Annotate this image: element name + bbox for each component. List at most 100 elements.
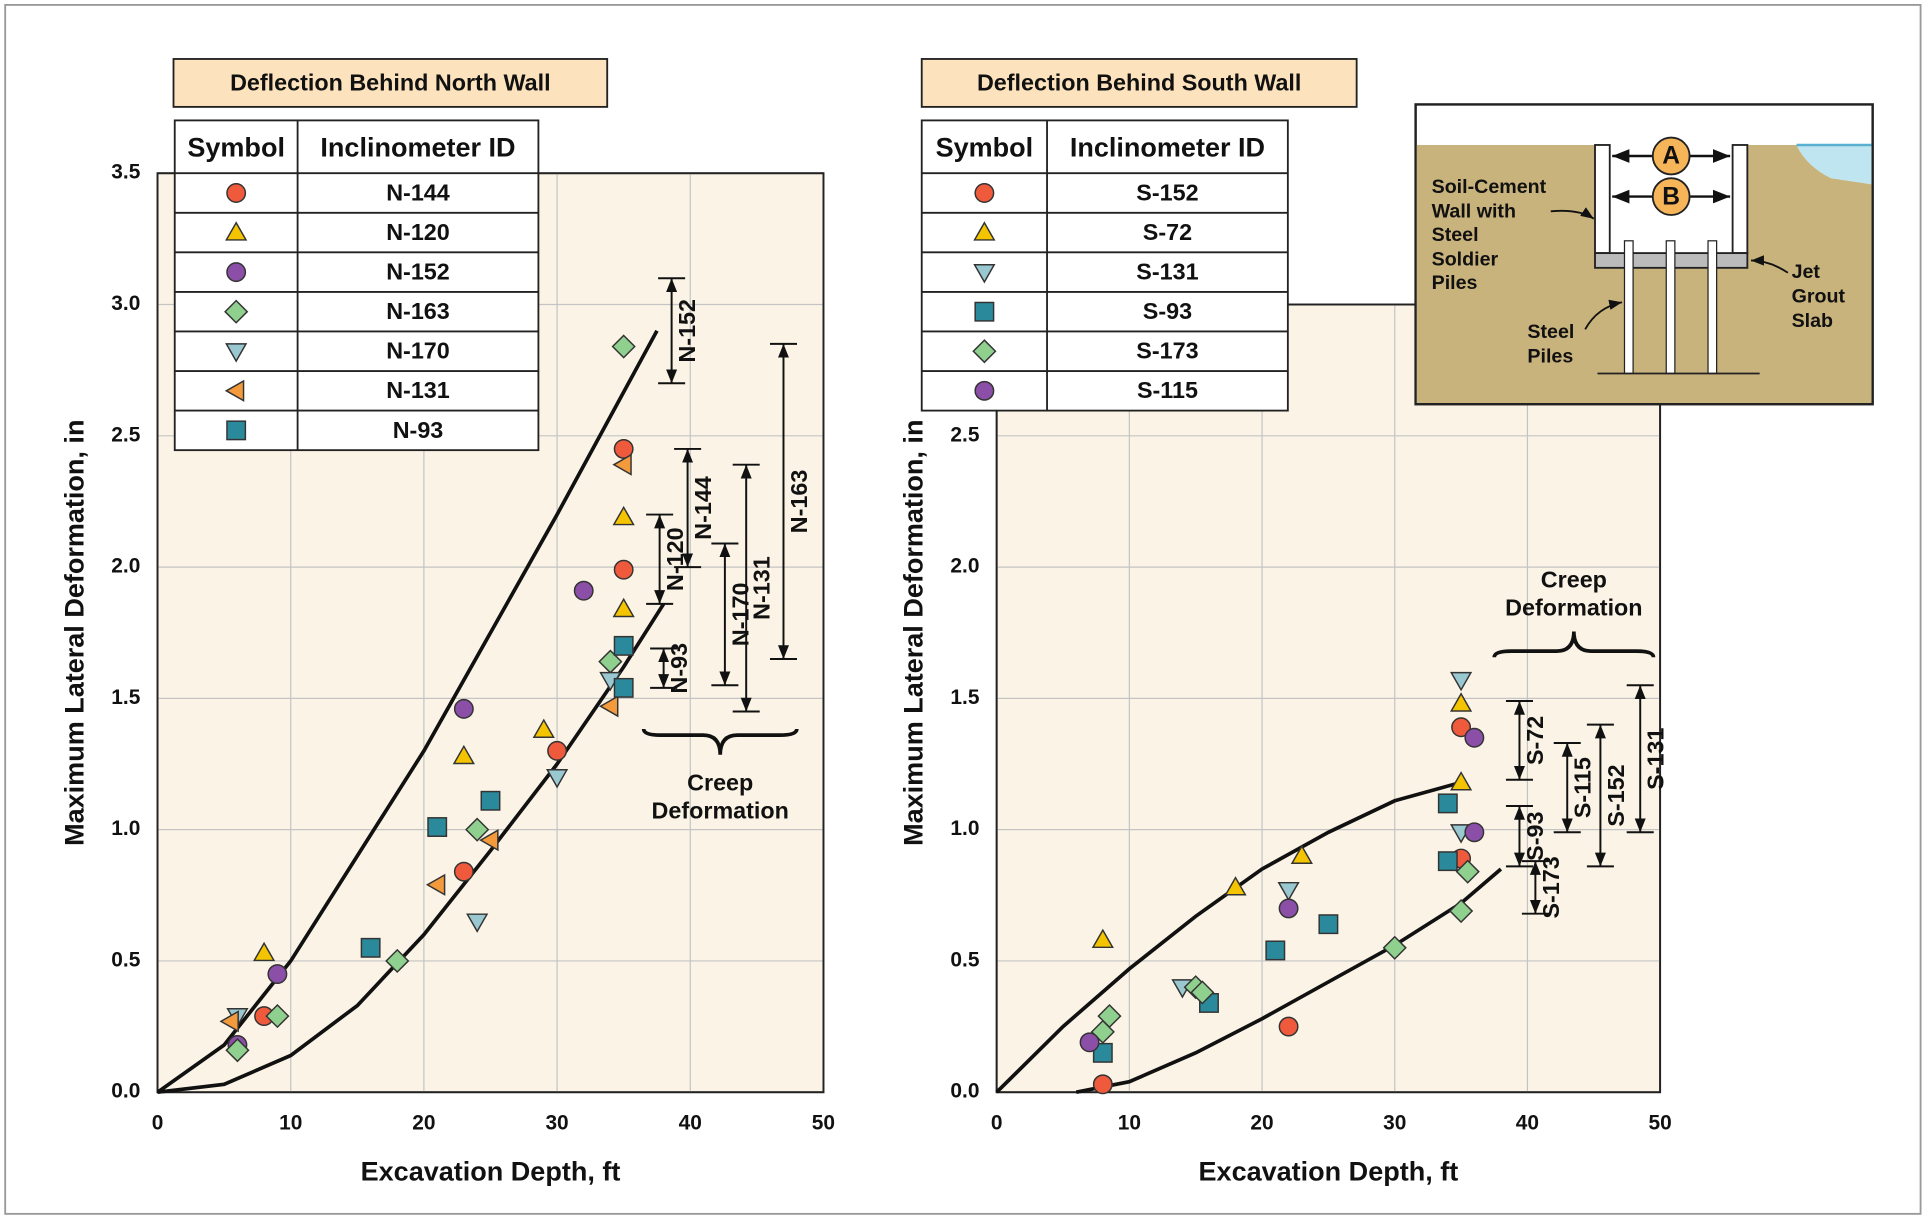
y-tick-label: 3.0 (111, 292, 140, 315)
marker (545, 769, 569, 789)
marker (1451, 717, 1472, 738)
x-tick-label: 50 (1648, 1112, 1671, 1135)
y-tick-label: 1.0 (950, 817, 979, 840)
marker (1190, 980, 1215, 1005)
marker (612, 453, 632, 476)
marker (1091, 928, 1114, 949)
diagram-label: Steel (1432, 224, 1479, 246)
marker (612, 597, 635, 618)
marker (1455, 859, 1480, 884)
label-b: B (1662, 183, 1680, 210)
marker (225, 343, 248, 363)
marker (1278, 898, 1299, 919)
y-tick-label: 0.0 (950, 1080, 979, 1103)
bracket-label: S-131 (1643, 728, 1669, 790)
marker (224, 299, 249, 324)
marker (267, 964, 288, 985)
marker (1097, 1003, 1122, 1029)
trend-curve (157, 602, 666, 1095)
pile (1665, 240, 1676, 375)
soil (1416, 144, 1872, 403)
marker (252, 941, 276, 962)
x-tick-label: 0 (991, 1112, 1003, 1135)
marker (1318, 914, 1339, 935)
legend-header: Inclinometer ID (1070, 132, 1265, 162)
marker (1464, 822, 1485, 843)
y-tick-label: 1.5 (950, 686, 979, 709)
x-tick-label: 40 (679, 1112, 702, 1135)
badge (1651, 136, 1691, 176)
diagram-label: Soil-Cement (1432, 176, 1547, 198)
marker (974, 183, 995, 203)
marker (1448, 898, 1474, 924)
marker (1277, 881, 1300, 902)
diagram-label: Steel (1527, 321, 1574, 343)
wall-right (1731, 144, 1749, 255)
marker (265, 1003, 290, 1029)
legend-header: Symbol (187, 132, 285, 162)
y-tick-label: 2.5 (111, 423, 140, 446)
legend-label: S-115 (1137, 377, 1198, 403)
diagram-label: Piles (1432, 272, 1478, 294)
creep-brace (1492, 631, 1656, 658)
marker (1092, 1074, 1113, 1095)
charts: 0 10 20 30 40 50 0.0 0.5 1.0 1.5 2.0 2.5 3.0 3.5 Excav… (60, 58, 1672, 1186)
marker (1437, 851, 1458, 872)
marker (547, 740, 568, 761)
bracket-label: N-163 (786, 470, 812, 534)
legend-header: Symbol (936, 132, 1034, 162)
marker (973, 221, 996, 241)
marker (974, 380, 995, 401)
marker (453, 861, 474, 882)
marker (1382, 935, 1407, 960)
wall-left (1594, 144, 1611, 255)
creep-label: Deformation (652, 798, 789, 824)
bracket-label: S-152 (1603, 764, 1629, 826)
x-tick-label: 0 (152, 1112, 164, 1135)
bracket-label: N-152 (674, 299, 700, 363)
legend-table (173, 119, 540, 452)
legend-label: N-120 (386, 219, 450, 245)
legend-label: N-131 (386, 377, 450, 403)
marker (613, 438, 634, 459)
legend-label: N-170 (386, 338, 450, 364)
leader (1751, 255, 1789, 274)
bracket-label: S-173 (1538, 856, 1564, 918)
legend-label: S-131 (1136, 259, 1198, 285)
marker (425, 873, 446, 896)
marker (1464, 727, 1485, 748)
marker (974, 301, 995, 322)
y-axis-title: Maximum Lateral Deformation, in (899, 420, 929, 846)
chart-title: Deflection Behind South Wall (977, 69, 1301, 95)
marker (466, 913, 489, 933)
marker (1265, 940, 1286, 961)
bracket-label: N-120 (662, 527, 688, 591)
marker (479, 829, 499, 852)
y-tick-label: 0.0 (111, 1080, 140, 1103)
diagram-label: Piles (1527, 346, 1573, 368)
legend-label: S-72 (1143, 219, 1192, 245)
plot-border (995, 303, 1662, 1094)
diagram-label: Jet (1792, 261, 1821, 283)
legend-header: Inclinometer ID (320, 132, 515, 162)
y-tick-label: 0.5 (950, 948, 979, 971)
y-tick-label: 2.0 (950, 555, 979, 578)
marker (1278, 1016, 1299, 1037)
creep-label: Deformation (1505, 595, 1642, 621)
y-tick-label: 1.5 (111, 686, 140, 709)
pile (1623, 240, 1634, 375)
x-tick-label: 10 (279, 1112, 302, 1135)
diagram-label: Soldier (1432, 249, 1499, 271)
badge (1651, 177, 1691, 216)
x-axis-title: Excavation Depth, ft (361, 1156, 621, 1186)
bracket-label: N-131 (749, 556, 775, 620)
marker (1079, 1032, 1100, 1053)
leader (1584, 299, 1623, 330)
x-tick-label: 30 (1383, 1112, 1406, 1135)
x-tick-label: 50 (812, 1112, 835, 1135)
title-box (920, 58, 1358, 108)
bracket-label: S-93 (1522, 812, 1548, 861)
y-tick-label: 2.0 (111, 555, 140, 578)
bracket-label: S-72 (1522, 716, 1548, 765)
